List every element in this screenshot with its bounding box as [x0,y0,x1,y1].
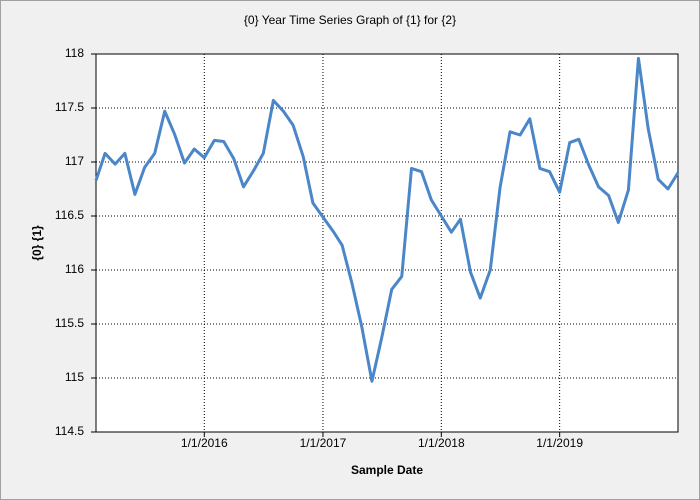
plot-area [95,53,679,433]
y-tick-label: 116.5 [55,208,84,222]
x-tick-label: 1/1/2019 [536,436,583,450]
y-axis-title: {0} {1} [30,225,44,261]
y-tick-label: 117 [65,154,84,168]
chart-title: {0} Year Time Series Graph of {1} for {2… [244,13,456,27]
x-tick-label: 1/1/2016 [181,436,228,450]
y-tick-label: 115.5 [55,316,84,330]
x-tick-label: 1/1/2018 [418,436,465,450]
data-line [94,56,680,383]
x-tick-label: 1/1/2017 [300,436,347,450]
y-tick-label: 115 [65,370,84,384]
y-tick-label: 116 [65,262,84,276]
y-tick-label: 114.5 [55,424,84,438]
y-tick-label: 118 [65,46,84,60]
y-tick-label: 117.5 [55,100,84,114]
x-axis-title: Sample Date [351,463,423,477]
